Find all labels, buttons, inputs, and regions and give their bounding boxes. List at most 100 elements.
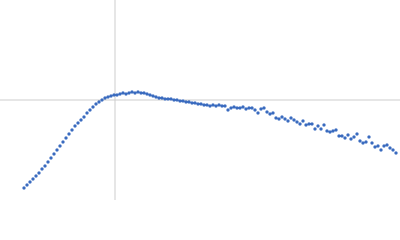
data-point <box>280 115 284 119</box>
data-point <box>304 123 308 127</box>
data-point <box>340 134 344 138</box>
data-point <box>298 122 302 126</box>
data-point <box>196 102 200 106</box>
data-point <box>208 104 212 108</box>
data-point <box>178 99 182 103</box>
data-point <box>37 171 41 175</box>
data-point <box>46 160 50 164</box>
data-point <box>325 129 329 133</box>
data-point <box>385 143 389 147</box>
data-point <box>211 103 215 107</box>
data-point <box>163 97 167 101</box>
data-point <box>154 95 158 99</box>
data-point <box>169 97 173 101</box>
data-point <box>112 93 116 97</box>
data-point <box>349 137 353 141</box>
data-point <box>343 136 347 140</box>
data-point <box>76 121 80 125</box>
data-point <box>73 124 77 128</box>
data-point <box>394 151 398 155</box>
data-point <box>82 115 86 119</box>
data-point <box>52 152 56 156</box>
data-point <box>151 94 155 98</box>
data-point <box>295 120 299 124</box>
data-point <box>313 127 317 131</box>
data-point <box>388 146 392 150</box>
data-point <box>199 102 203 106</box>
data-point <box>250 106 254 110</box>
data-point <box>331 129 335 133</box>
data-point <box>139 91 143 95</box>
data-point <box>49 156 53 160</box>
data-point <box>22 186 26 190</box>
data-point <box>274 116 278 120</box>
data-point <box>244 107 248 111</box>
data-point <box>94 102 98 106</box>
data-point <box>283 117 287 121</box>
chart <box>0 0 400 200</box>
data-point <box>289 116 293 120</box>
data-point <box>124 92 128 96</box>
data-point <box>67 132 71 136</box>
data-point <box>277 117 281 121</box>
data-point <box>79 118 83 122</box>
data-point <box>226 108 230 112</box>
data-point <box>181 99 185 103</box>
data-point <box>241 105 245 109</box>
data-point <box>292 118 296 122</box>
data-point <box>355 132 359 136</box>
data-point <box>58 144 62 148</box>
data-point <box>193 101 197 105</box>
data-point <box>157 96 161 100</box>
data-point <box>316 124 320 128</box>
data-point <box>100 98 104 102</box>
data-point <box>256 111 260 115</box>
data-point <box>160 96 164 100</box>
data-point <box>259 107 263 111</box>
data-point <box>202 103 206 107</box>
data-point <box>379 148 383 152</box>
data-point <box>220 104 224 108</box>
data-point <box>286 119 290 123</box>
data-point <box>364 140 368 144</box>
data-point <box>232 105 236 109</box>
data-point <box>346 133 350 137</box>
data-point <box>148 93 152 97</box>
data-point <box>265 110 269 114</box>
data-point <box>328 130 332 134</box>
data-point <box>229 106 233 110</box>
data-point <box>262 106 266 110</box>
data-point <box>31 177 35 181</box>
data-point <box>91 105 95 109</box>
data-point <box>61 140 65 144</box>
data-point <box>370 141 374 145</box>
data-point <box>367 135 371 139</box>
data-point <box>118 92 122 96</box>
data-point <box>121 91 125 95</box>
data-point <box>103 96 107 100</box>
data-point <box>358 139 362 143</box>
data-point <box>361 141 365 145</box>
data-point <box>310 122 314 126</box>
data-point <box>214 104 218 108</box>
data-point <box>376 144 380 148</box>
data-point <box>352 135 356 139</box>
data-point <box>187 100 191 104</box>
data-point <box>25 183 29 187</box>
data-point <box>235 106 239 110</box>
data-point <box>88 108 92 112</box>
data-point <box>70 128 74 132</box>
data-point <box>166 97 170 101</box>
data-point <box>190 101 194 105</box>
data-point <box>55 148 59 152</box>
data-point <box>97 100 101 104</box>
data-point <box>223 104 227 108</box>
data-point <box>301 119 305 123</box>
data-point <box>133 91 137 95</box>
data-point <box>145 92 149 96</box>
data-point <box>184 100 188 104</box>
data-point <box>334 128 338 132</box>
data-point <box>127 91 131 95</box>
data-point <box>271 111 275 115</box>
data-point <box>43 164 47 168</box>
